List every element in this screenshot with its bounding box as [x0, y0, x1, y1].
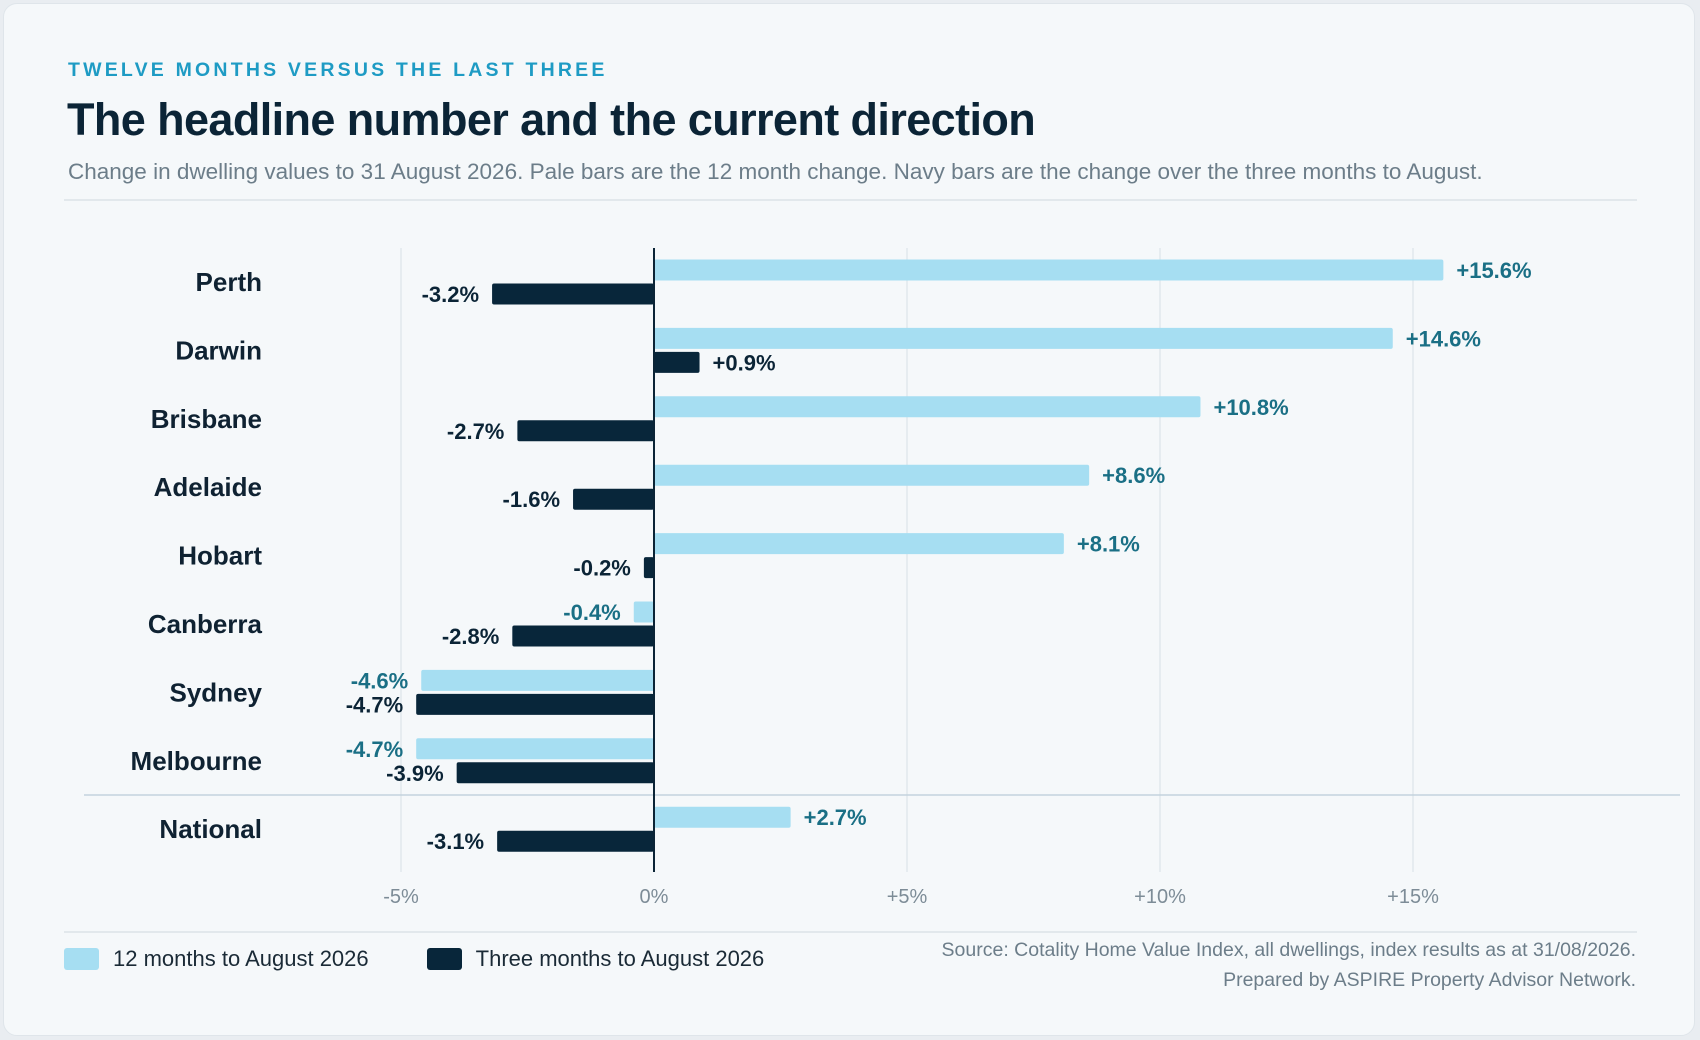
bar-three-months: [573, 488, 654, 510]
category-label: Perth: [196, 267, 262, 297]
value-label-12-months: +8.1%: [1077, 532, 1140, 557]
legend-swatch-12-months: [64, 948, 99, 970]
bar-three-months: [456, 762, 654, 784]
value-label-three-months: +0.9%: [713, 350, 776, 375]
bar-three-months: [497, 830, 654, 852]
source-note: Source: Cotality Home Value Index, all d…: [942, 935, 1636, 995]
value-label-three-months: -3.9%: [386, 761, 443, 786]
value-label-three-months: -2.8%: [442, 624, 499, 649]
legend-swatch-three-months: [426, 948, 462, 970]
x-tick-label: 0%: [640, 886, 669, 908]
bar-chart: -5% 0% +5% +10% +15% Perth +15.6% -3.2% Darwin +1…: [84, 248, 1680, 908]
legend-label-12-months: 12 months to August 2026: [113, 946, 369, 971]
prepared-by-line: Prepared by ASPIRE Property Advisor Netw…: [1223, 969, 1636, 991]
bar-three-months: [654, 351, 700, 373]
category-label: Hobart: [178, 541, 262, 571]
footer-divider: [64, 931, 1637, 933]
bar-12-months: [654, 806, 791, 828]
value-label-three-months: -2.7%: [447, 419, 504, 444]
category-label: National: [159, 814, 262, 844]
eyebrow-label: TWELVE MONTHS VERSUS THE LAST THREE: [68, 59, 608, 81]
bar-12-months: [421, 669, 654, 691]
value-label-three-months: -1.6%: [503, 487, 560, 512]
legend-label-three-months: Three months to August 2026: [475, 946, 765, 971]
bar-three-months: [512, 625, 654, 647]
category-label: Brisbane: [151, 404, 262, 434]
chart-title: The headline number and the current dire…: [67, 94, 1036, 145]
bar-12-months: [654, 327, 1393, 349]
bar-12-months: [654, 259, 1444, 281]
x-tick-label: -5%: [383, 886, 419, 908]
bar-three-months: [416, 693, 654, 715]
header-divider: [64, 199, 1637, 201]
value-label-three-months: -0.2%: [573, 556, 630, 581]
value-label-three-months: -3.2%: [422, 282, 479, 307]
bar-three-months: [492, 283, 654, 305]
chart-subtitle: Change in dwelling values to 31 August 2…: [68, 159, 1483, 184]
bar-12-months: [416, 738, 654, 760]
bar-12-months: [654, 464, 1090, 486]
category-label: Sydney: [170, 677, 263, 707]
x-tick-label: +10%: [1134, 886, 1186, 908]
value-label-12-months: -0.4%: [563, 600, 620, 625]
x-tick-label: +5%: [887, 886, 928, 908]
category-label: Darwin: [175, 335, 262, 365]
bar-12-months: [633, 601, 654, 623]
value-label-12-months: +2.7%: [804, 805, 867, 830]
value-label-12-months: -4.6%: [351, 668, 408, 693]
bar-12-months: [654, 396, 1201, 418]
source-line: Source: Cotality Home Value Index, all d…: [941, 939, 1636, 961]
bar-12-months: [654, 533, 1064, 555]
value-label-12-months: +8.6%: [1102, 463, 1165, 488]
category-label: Adelaide: [154, 472, 262, 502]
value-label-three-months: -3.1%: [427, 829, 484, 854]
value-label-12-months: -4.7%: [346, 737, 403, 762]
category-label: Canberra: [148, 609, 263, 639]
value-label-12-months: +15.6%: [1456, 258, 1531, 283]
chart-legend: 12 months to August 2026 Three months to…: [64, 946, 822, 972]
category-label: Melbourne: [131, 746, 262, 776]
value-label-12-months: +10.8%: [1213, 395, 1288, 420]
value-label-three-months: -4.7%: [346, 692, 403, 717]
x-tick-label: +15%: [1387, 886, 1439, 908]
bar-three-months: [643, 557, 654, 579]
value-label-12-months: +14.6%: [1406, 326, 1481, 351]
bar-three-months: [517, 420, 654, 442]
